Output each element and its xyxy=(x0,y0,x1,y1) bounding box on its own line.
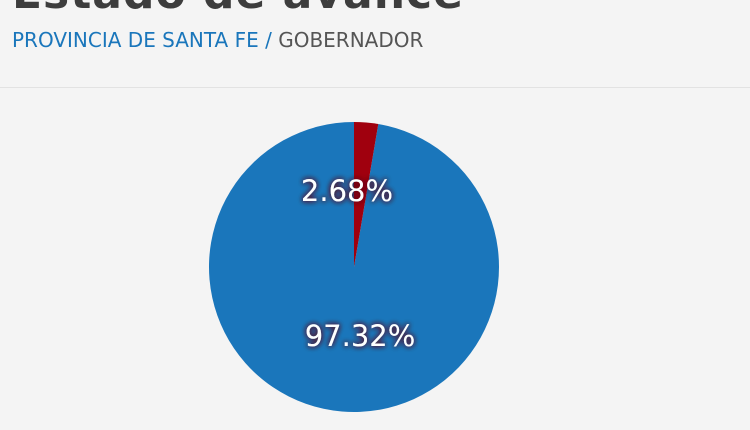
breadcrumb-office: GOBERNADOR xyxy=(278,28,424,52)
header-divider xyxy=(0,87,750,88)
pie-slice-1[interactable] xyxy=(354,122,379,267)
pie-slice-label-0: 97.32% xyxy=(305,319,416,353)
page-title: Estado de avance xyxy=(12,0,464,19)
pie-slice-label-1: 2.68% xyxy=(301,174,393,208)
breadcrumb: PROVINCIA DE SANTA FE / GOBERNADOR xyxy=(12,28,423,52)
breadcrumb-province[interactable]: PROVINCIA DE SANTA FE xyxy=(12,28,259,52)
breadcrumb-separator: / xyxy=(258,28,279,52)
